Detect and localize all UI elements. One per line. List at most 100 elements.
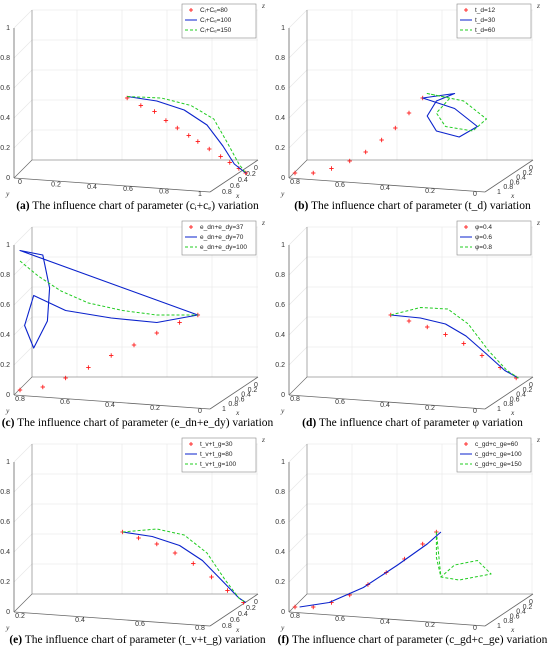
marker-point: [209, 574, 214, 580]
z-tick-label: 0.6: [275, 302, 285, 309]
legend-label: t_v+t_g=80: [200, 451, 233, 458]
y-tick-label: 0.6: [335, 399, 345, 406]
y-tick-label: 0: [18, 179, 22, 186]
gridline: [288, 69, 308, 89]
y-tick-label: 0.8: [195, 625, 205, 632]
gridline: [13, 533, 33, 553]
y-axis-left: [13, 593, 33, 613]
marker-point: [406, 110, 412, 116]
marker-point: [40, 384, 45, 390]
y-tick-label: 0.4: [105, 402, 115, 409]
x-axis: [288, 611, 486, 627]
x-axis: [13, 394, 211, 410]
legend-box: [456, 3, 532, 39]
caption-c: (c) The influence chart of parameter (e_…: [1, 417, 274, 429]
x-tick-label: 0: [254, 599, 258, 606]
series-line-2: [299, 531, 442, 608]
z-axis-label: z: [261, 218, 265, 227]
y-axis-left: [13, 376, 33, 396]
y-tick-label: 0: [198, 408, 202, 415]
gridline: [13, 286, 33, 306]
y-axis-label: y: [280, 623, 285, 632]
axes-f: [288, 444, 534, 627]
y-tick-label: 0.6: [60, 399, 70, 406]
gridline: [13, 473, 33, 493]
marker-point: [311, 170, 316, 176]
marker-point: [109, 353, 114, 358]
x-tick-label: 0.8: [503, 184, 513, 191]
marker-point: [329, 166, 334, 171]
marker-point: [154, 330, 159, 336]
y-axis-right: [484, 159, 534, 193]
legend-label: e_dn+e_dy=70: [200, 234, 244, 241]
caption-f: (f) The influence chart of parameter (c_…: [277, 634, 548, 646]
z-tick-label: 0.8: [0, 272, 10, 279]
x-tick-label: 0.6: [510, 396, 520, 403]
gridline: [13, 99, 33, 119]
marker-point: [311, 604, 316, 610]
x-axis-label: x: [510, 191, 515, 200]
x-tick-label: 0: [529, 165, 533, 172]
legend-label: t_v+t_g=30: [200, 441, 233, 448]
z-tick-label: 0: [281, 175, 285, 182]
y-axis-right: [484, 376, 534, 410]
gridline: [288, 226, 308, 246]
legend-label: c_gd+c_ge=150: [475, 461, 522, 468]
gridline: [288, 316, 308, 336]
legend-label: Cᵢ+Cₑ=100: [200, 17, 232, 24]
gridline: [288, 503, 308, 523]
z-tick-label: 0.6: [0, 519, 10, 526]
y-tick-label: 0.4: [380, 619, 390, 626]
marker-point: [207, 146, 212, 152]
gridline: [13, 503, 33, 523]
legend-box: [456, 437, 532, 473]
y-tick-label: 0: [473, 625, 477, 632]
marker-point: [186, 133, 191, 138]
x-axis-label: x: [235, 191, 240, 200]
x-tick-label: 0: [254, 382, 258, 389]
z-tick-label: 1: [281, 459, 285, 466]
marker-point: [218, 154, 223, 159]
y-axis-label: y: [280, 189, 285, 198]
gridline: [13, 443, 33, 463]
x-tick-label: 0.8: [222, 623, 232, 630]
caption-a: (a) The influence chart of parameter (cᵢ…: [16, 200, 259, 212]
legend-box: [181, 3, 257, 39]
gridline: [288, 533, 308, 553]
y-tick-label: 0.2: [150, 405, 160, 412]
gridline: [13, 129, 33, 149]
y-axis-left: [13, 159, 33, 179]
series-line-2: [422, 92, 478, 138]
z-tick-label: 0.6: [275, 85, 285, 92]
series-line-3: [19, 260, 198, 316]
z-tick-label: 0.6: [0, 302, 10, 309]
y-axis-label: y: [5, 623, 10, 632]
gridline: [13, 9, 33, 29]
z-tick-label: 1: [6, 242, 10, 249]
axes-b: [288, 10, 534, 193]
marker-point: [136, 535, 141, 541]
series-line-3: [122, 528, 246, 603]
z-tick-label: 0: [6, 392, 10, 399]
gridline: [13, 256, 33, 276]
x-tick-label: 0: [254, 165, 258, 172]
marker-point: [420, 541, 425, 547]
axes-a: [13, 10, 259, 193]
x-tick-label: 0.8: [503, 401, 513, 408]
legend-box: [456, 220, 532, 256]
marker-point: [172, 550, 178, 556]
y-tick-label: 0.8: [290, 396, 300, 403]
z-tick-label: 0.6: [275, 519, 285, 526]
y-tick-label: 0.4: [380, 185, 390, 192]
marker-point: [63, 375, 68, 381]
z-axis-label: z: [536, 435, 540, 444]
gridline: [288, 286, 308, 306]
legend-f: c_gd+c_ge=60 c_gd+c_ge=100 c_gd+c_ge=150: [456, 437, 532, 473]
panel-c: 0 0.2 0.4 0.6 0.8 1 z 0 0.2 0.4 0.6 0.8 1 x 0.8 0.6 0.4 0…: [0, 217, 275, 434]
marker-point: [138, 103, 144, 108]
gridline: [13, 39, 33, 59]
y-tick-label: 0.8: [290, 179, 300, 186]
gridline: [288, 563, 308, 583]
